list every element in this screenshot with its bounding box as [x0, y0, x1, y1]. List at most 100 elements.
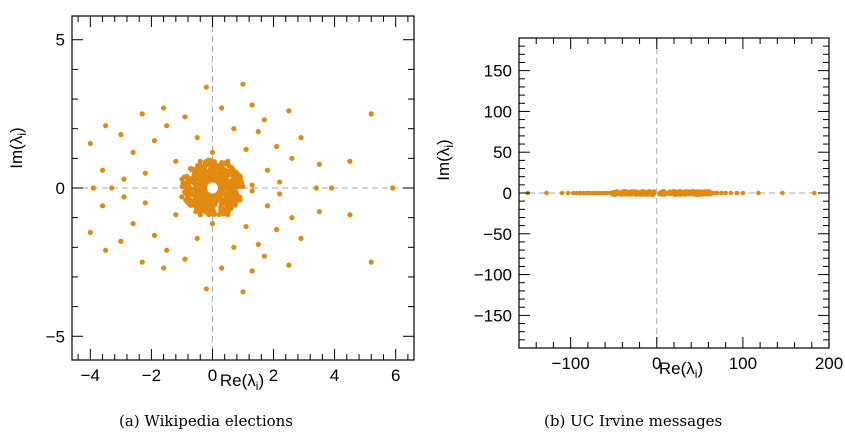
data-point — [574, 190, 579, 196]
data-point — [231, 126, 237, 132]
data-point — [201, 174, 207, 180]
data-point — [187, 191, 194, 197]
data-point — [195, 172, 201, 178]
data-point — [193, 191, 199, 197]
data-point — [197, 158, 203, 164]
data-point — [222, 169, 228, 176]
data-point — [206, 171, 212, 177]
data-point — [590, 190, 596, 196]
data-point — [231, 186, 237, 192]
data-point — [617, 191, 623, 196]
center-hole — [206, 182, 218, 194]
data-point — [581, 190, 586, 196]
y-tick-label: −50 — [483, 225, 512, 244]
data-point — [194, 185, 200, 192]
data-point — [194, 134, 200, 141]
data-point — [756, 190, 761, 196]
data-point — [183, 185, 190, 191]
data-point — [118, 238, 124, 244]
data-point — [587, 190, 592, 196]
data-point — [249, 268, 255, 274]
data-point — [194, 205, 200, 211]
data-point — [273, 226, 280, 233]
data-point — [183, 179, 190, 185]
y-tick-label: 5 — [56, 31, 65, 50]
data-point — [559, 190, 565, 196]
data-point — [199, 193, 206, 199]
data-point — [681, 189, 687, 195]
data-point — [209, 149, 216, 156]
data-point — [714, 190, 720, 196]
data-point — [164, 123, 170, 129]
data-point — [87, 229, 93, 236]
data-point — [130, 220, 136, 227]
data-point — [658, 190, 663, 195]
data-point — [118, 132, 124, 138]
data-point — [634, 191, 639, 197]
data-point — [594, 190, 599, 196]
data-point — [130, 149, 136, 156]
caption-wikipedia-elections: (a) Wikipedia elections — [119, 412, 294, 430]
y-tick-label: −100 — [474, 266, 512, 285]
data-point — [90, 185, 96, 191]
data-point — [194, 235, 200, 242]
data-point — [179, 194, 185, 200]
data-point — [217, 183, 223, 189]
data-point — [240, 81, 246, 87]
data-point — [192, 180, 198, 187]
x-axis-label: Re(λi) — [220, 371, 264, 393]
data-point — [202, 162, 209, 168]
data-point — [368, 111, 374, 117]
data-points — [87, 81, 396, 295]
data-point — [219, 204, 225, 210]
data-point — [215, 195, 221, 201]
data-point — [313, 185, 319, 191]
data-point — [690, 189, 696, 194]
data-point — [173, 158, 179, 164]
x-tick-label: 0 — [208, 366, 217, 385]
data-point — [102, 247, 109, 253]
data-point — [249, 102, 255, 108]
data-point — [200, 201, 206, 207]
data-point — [298, 134, 304, 141]
data-point — [224, 160, 231, 167]
data-point — [188, 186, 194, 192]
data-point — [219, 178, 225, 184]
data-point — [99, 203, 106, 209]
data-point — [277, 179, 283, 185]
y-tick-label: 100 — [484, 102, 512, 121]
data-point — [161, 105, 167, 111]
data-point — [662, 190, 668, 196]
data-point — [173, 212, 179, 218]
data-point — [646, 190, 652, 196]
data-point — [203, 286, 209, 292]
data-point — [222, 185, 228, 192]
data-point — [740, 190, 746, 196]
data-point — [161, 265, 167, 271]
data-point — [273, 143, 280, 150]
data-point — [102, 123, 109, 129]
data-point — [182, 256, 188, 262]
data-point — [544, 190, 549, 196]
y-tick-label: 150 — [484, 62, 512, 81]
data-point — [734, 190, 740, 196]
x-tick-label: −2 — [142, 366, 161, 385]
data-point — [213, 162, 219, 168]
data-point — [87, 140, 93, 147]
data-point — [707, 191, 712, 196]
y-axis-label: Im(λi) — [7, 127, 29, 168]
data-point — [193, 176, 199, 182]
data-point — [211, 211, 217, 217]
data-point — [347, 158, 353, 164]
data-point — [198, 168, 205, 174]
data-point — [711, 190, 716, 196]
data-point — [204, 201, 211, 207]
data-point — [699, 190, 705, 196]
x-axis-label: Re(λi) — [659, 359, 703, 381]
data-point — [207, 161, 213, 167]
scatter-chart-wikipedia: −4 −2 0 2 4 6 −5 0 5 Re(λi) Im(λi) — [7, 15, 415, 393]
data-point — [610, 191, 616, 197]
data-point — [225, 178, 231, 185]
data-point — [121, 194, 127, 200]
